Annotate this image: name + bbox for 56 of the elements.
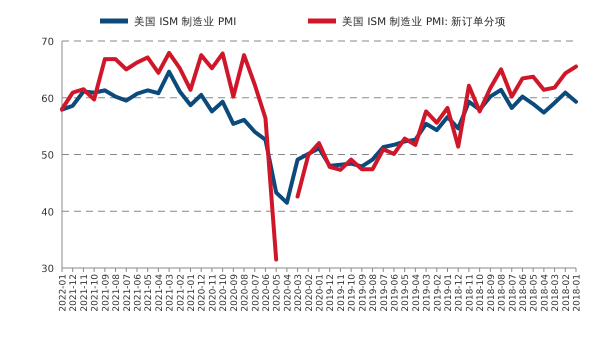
x-tick-label: 2018-02 [562,274,572,312]
x-tick-label: 2019-03 [422,274,433,312]
x-tick-label: 2018-05 [530,274,540,312]
x-tick-label: 2018-04 [540,274,550,312]
x-tick-label: 2019-12 [326,274,336,312]
x-tick-label: 2020-03 [294,274,304,312]
x-tick-label: 2019-02 [433,274,444,312]
x-tick-label: 2020-05 [272,274,283,312]
x-tick-label: 2018-12 [454,274,465,312]
x-tick-label: 2019-05 [401,274,412,312]
y-tick-label: 70 [41,37,54,48]
x-tick-label: 2020-10 [219,274,230,312]
x-tick-label: 2020-02 [304,274,315,312]
x-tick-label: 2022-01 [58,274,68,312]
x-tick-label: 2019-04 [412,274,422,312]
y-tick-label: 30 [41,264,54,275]
y-tick-label: 60 [41,94,54,105]
x-tick-label: 2020-06 [262,274,272,312]
x-tick-label: 2021-11 [80,274,90,312]
x-tick-label: 2020-11 [208,274,218,312]
x-tick-label: 2021-05 [144,274,154,312]
x-tick-label: 2018-11 [465,274,476,312]
x-tick-label: 2019-11 [336,274,347,312]
x-tick-label: 2018-03 [551,274,562,312]
x-tick-label: 2021-09 [101,274,112,312]
x-tick-label: 2021-06 [133,274,144,312]
x-tick-label: 2018-10 [476,274,486,312]
x-tick-label: 2021-04 [154,274,165,312]
legend-label: 美国 ISM 制造业 PMI: 新订单分项 [342,15,506,28]
legend-label: 美国 ISM 制造业 PMI [134,15,236,28]
x-tick-label: 2021-02 [176,274,186,312]
x-tick-label: 2021-01 [187,274,197,312]
x-tick-label: 2019-06 [390,274,400,312]
x-tick-label: 2020-09 [230,274,240,312]
x-tick-label: 2021-12 [69,274,80,312]
x-tick-label: 2018-07 [508,274,518,312]
x-tick-label: 2018-09 [486,274,497,312]
x-tick-label: 2020-04 [283,274,294,312]
x-tick-label: 2019-10 [348,274,358,312]
x-tick-label: 2021-08 [112,274,122,312]
x-tick-label: 2018-08 [498,274,508,312]
x-tick-label: 2018-01 [572,274,582,312]
x-tick-label: 2021-07 [122,274,133,312]
y-tick-label: 40 [41,207,54,218]
x-tick-label: 2020-12 [198,274,208,312]
x-tick-label: 2020-01 [316,274,326,312]
x-tick-label: 2019-01 [444,274,454,312]
x-tick-label: 2021-03 [166,274,176,312]
x-tick-label: 2021-10 [90,274,101,312]
x-tick-label: 2019-08 [369,274,380,312]
x-tick-label: 2019-09 [358,274,368,312]
x-tick-label: 2020-08 [240,274,251,312]
x-tick-label: 2018-06 [518,274,529,312]
y-tick-label: 50 [41,150,54,162]
x-tick-label: 2019-07 [380,274,390,312]
x-tick-label: 2020-07 [251,274,262,312]
